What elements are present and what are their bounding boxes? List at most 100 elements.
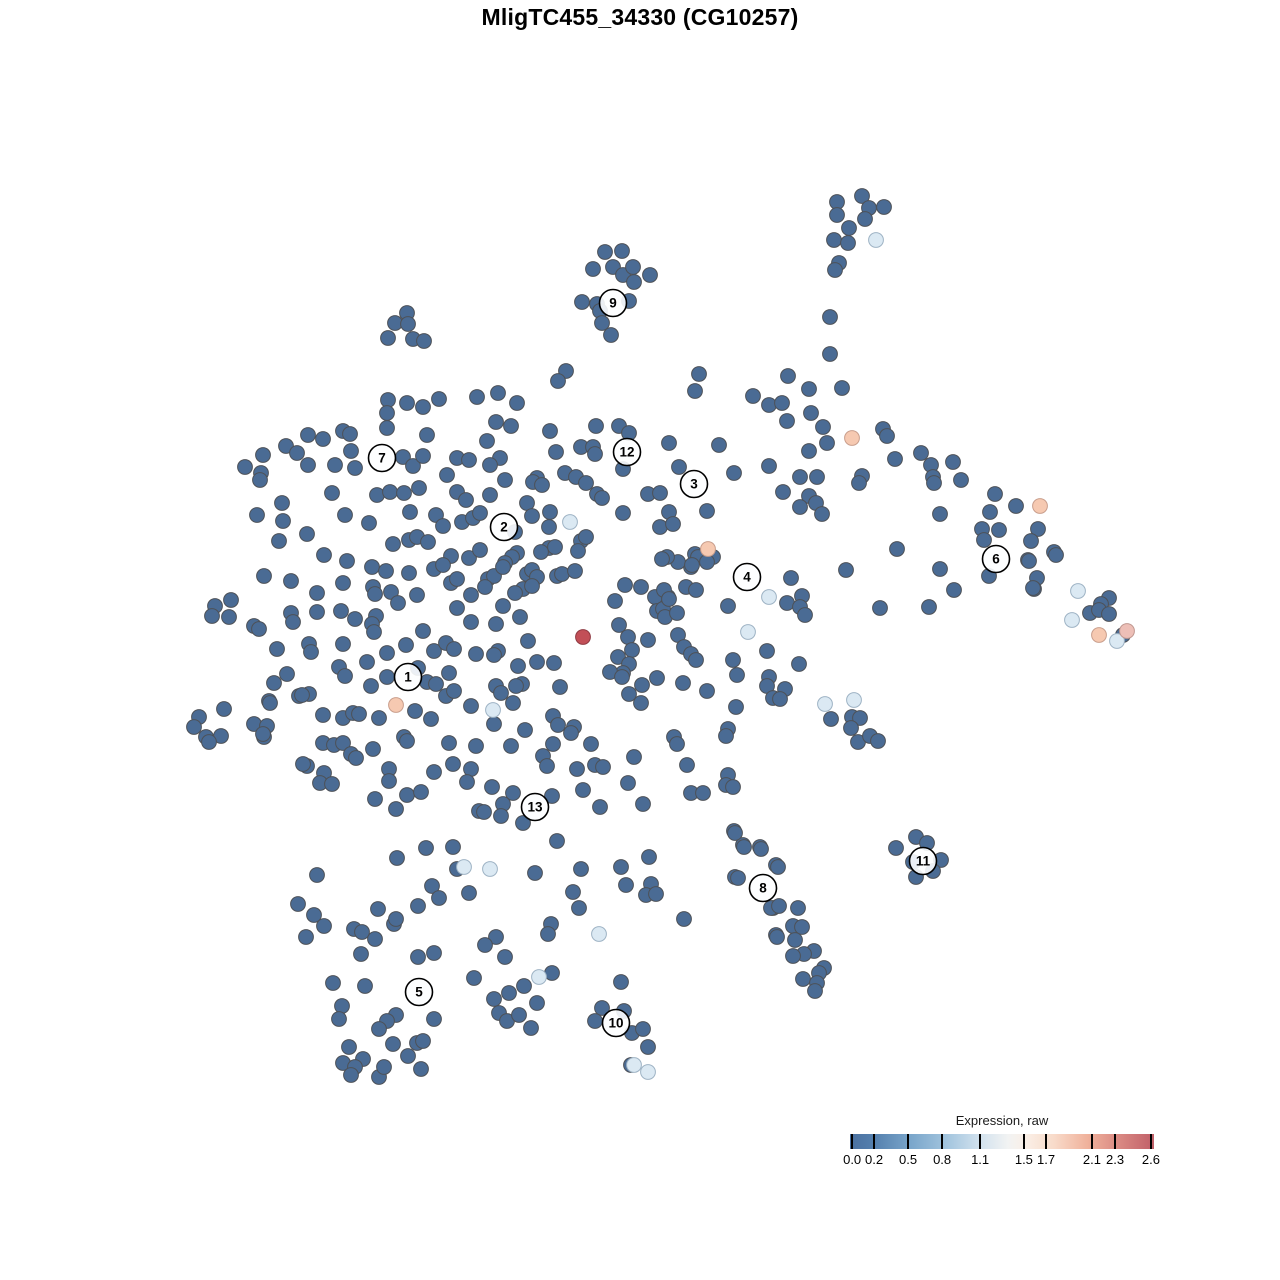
data-point (611, 617, 627, 633)
data-point (380, 330, 396, 346)
data-point (449, 571, 465, 587)
data-point (691, 366, 707, 382)
data-point (665, 516, 681, 532)
data-point (626, 1057, 642, 1073)
data-point (633, 579, 649, 595)
data-point (851, 475, 867, 491)
data-point (921, 599, 937, 615)
data-point (493, 685, 509, 701)
data-point (1032, 498, 1048, 514)
legend-tick (1022, 1134, 1025, 1149)
data-point (289, 445, 305, 461)
data-point (390, 595, 406, 611)
data-point (381, 773, 397, 789)
data-point (607, 593, 623, 609)
data-point (699, 503, 715, 519)
legend-tick (941, 1134, 944, 1149)
data-point (306, 907, 322, 923)
data-point (488, 929, 504, 945)
data-point (515, 815, 531, 831)
data-point (477, 937, 493, 953)
legend-tick (979, 1134, 982, 1149)
data-point (879, 428, 895, 444)
data-point (779, 413, 795, 429)
data-point (490, 385, 506, 401)
data-point (367, 931, 383, 947)
data-point (575, 629, 591, 645)
data-point (635, 1021, 651, 1037)
data-point (868, 232, 884, 248)
data-point (446, 641, 462, 657)
data-point (458, 492, 474, 508)
data-point (479, 433, 495, 449)
data-point (1030, 521, 1046, 537)
data-point (334, 998, 350, 1014)
data-point (382, 484, 398, 500)
svg-text:12: 12 (619, 445, 634, 460)
data-point (295, 756, 311, 772)
data-point (625, 259, 641, 275)
data-point (363, 678, 379, 694)
data-point (369, 487, 385, 503)
legend-tick-label: 1.5 (1014, 1152, 1033, 1167)
expression-legend: Expression, raw 0.0 0.2 0.5 0.8 1.1 1.5 1.7 2.1… (843, 1113, 1160, 1167)
data-point (249, 507, 265, 523)
data-point (740, 624, 756, 640)
data-point (569, 761, 585, 777)
data-point (785, 948, 801, 964)
data-point (541, 519, 557, 535)
data-point (468, 738, 484, 754)
data-point (817, 696, 833, 712)
data-point (1025, 580, 1041, 596)
data-point (932, 506, 948, 522)
data-point (262, 695, 278, 711)
data-point (365, 741, 381, 757)
data-point (587, 1013, 603, 1029)
data-point (573, 861, 589, 877)
legend-tick (873, 1134, 876, 1149)
figure-title: MligTC455_34330 (CG10257) (481, 4, 799, 30)
data-point (501, 985, 517, 1001)
data-point (378, 563, 394, 579)
cluster-label-13: 13 (520, 792, 550, 822)
data-point (486, 991, 502, 1007)
data-point (416, 333, 432, 349)
data-point (801, 381, 817, 397)
data-point (315, 707, 331, 723)
data-point (783, 570, 799, 586)
data-point (834, 380, 850, 396)
data-point (913, 445, 929, 461)
data-point (676, 911, 692, 927)
svg-text:11: 11 (916, 854, 931, 869)
data-point (661, 591, 677, 607)
svg-text:6: 6 (992, 552, 1000, 567)
data-point (400, 316, 416, 332)
data-point (633, 695, 649, 711)
data-point (529, 654, 545, 670)
data-point (423, 711, 439, 727)
data-point (1023, 533, 1039, 549)
data-point (309, 867, 325, 883)
legend-tick-label: 0.5 (899, 1152, 918, 1167)
data-point (251, 621, 267, 637)
data-point (407, 703, 423, 719)
data-point (426, 1011, 442, 1027)
data-point (563, 725, 579, 741)
legend-tick (1114, 1134, 1117, 1149)
cluster-label-2: 2 (489, 512, 519, 542)
data-point (351, 706, 367, 722)
data-point (347, 460, 363, 476)
data-point (827, 262, 843, 278)
data-point (201, 734, 217, 750)
data-point (779, 595, 795, 611)
data-point (753, 841, 769, 857)
data-point (640, 1064, 656, 1080)
data-point (620, 629, 636, 645)
legend-tick-label: 2.1 (1082, 1152, 1102, 1167)
data-point (472, 542, 488, 558)
data-point (594, 1000, 610, 1016)
data-point (283, 573, 299, 589)
svg-text:13: 13 (527, 800, 543, 815)
data-point (976, 532, 992, 548)
data-point (545, 736, 561, 752)
